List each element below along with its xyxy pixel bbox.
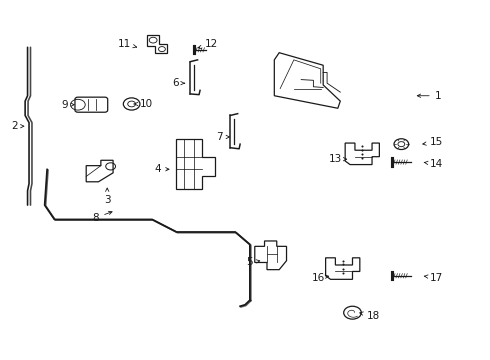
Text: 10: 10: [134, 99, 153, 109]
Text: 9: 9: [61, 100, 74, 110]
Text: 6: 6: [172, 78, 185, 88]
Text: 7: 7: [216, 132, 229, 142]
Text: 11: 11: [118, 39, 137, 49]
Text: 18: 18: [360, 311, 380, 320]
Text: 15: 15: [423, 138, 443, 147]
Text: 4: 4: [155, 164, 169, 174]
Text: 1: 1: [417, 91, 441, 101]
Text: 13: 13: [329, 154, 347, 164]
Text: 17: 17: [424, 273, 443, 283]
Text: 12: 12: [198, 40, 219, 49]
Text: 5: 5: [246, 257, 260, 267]
Text: 16: 16: [312, 273, 329, 283]
Text: 8: 8: [93, 211, 112, 222]
Text: 2: 2: [11, 121, 24, 131]
Text: 14: 14: [424, 159, 443, 169]
Text: 3: 3: [104, 188, 111, 205]
